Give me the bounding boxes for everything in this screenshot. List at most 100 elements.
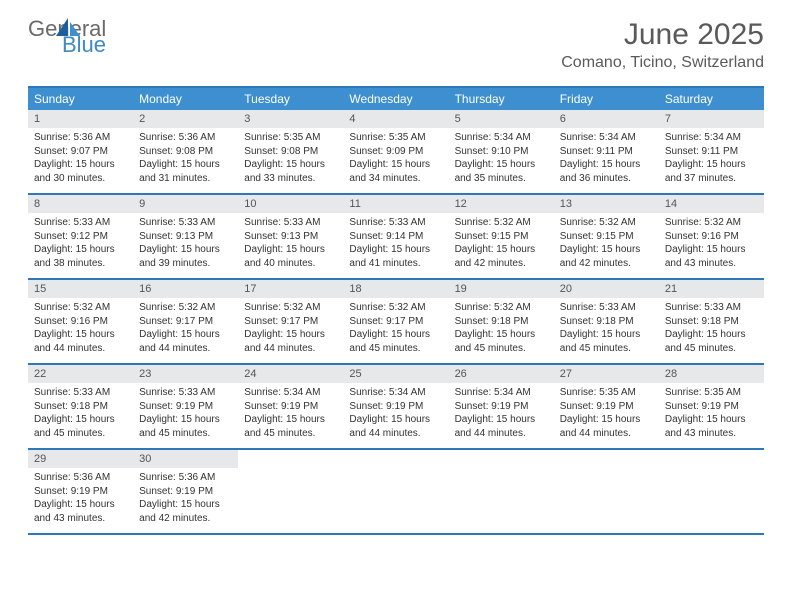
sunset-line: Sunset: 9:17 PM — [349, 315, 442, 329]
day-body: Sunrise: 5:36 AMSunset: 9:19 PMDaylight:… — [28, 468, 133, 533]
day-cell: 21Sunrise: 5:33 AMSunset: 9:18 PMDayligh… — [659, 280, 764, 363]
day-body — [554, 456, 659, 514]
sunrise-line: Sunrise: 5:34 AM — [455, 131, 548, 145]
daylight-line: Daylight: 15 hours and 45 minutes. — [455, 328, 548, 355]
daylight-line: Daylight: 15 hours and 30 minutes. — [34, 158, 127, 185]
day-body: Sunrise: 5:34 AMSunset: 9:10 PMDaylight:… — [449, 128, 554, 193]
sunrise-line: Sunrise: 5:32 AM — [455, 216, 548, 230]
day-cell: 6Sunrise: 5:34 AMSunset: 9:11 PMDaylight… — [554, 110, 659, 193]
dow-header: Wednesday — [343, 88, 448, 110]
dow-header: Tuesday — [238, 88, 343, 110]
logo: General Blue — [28, 18, 82, 56]
daylight-line: Daylight: 15 hours and 41 minutes. — [349, 243, 442, 270]
sunset-line: Sunset: 9:14 PM — [349, 230, 442, 244]
dow-header: Friday — [554, 88, 659, 110]
daylight-line: Daylight: 15 hours and 44 minutes. — [455, 413, 548, 440]
sunset-line: Sunset: 9:18 PM — [560, 315, 653, 329]
day-number: 4 — [343, 110, 448, 128]
day-body: Sunrise: 5:32 AMSunset: 9:17 PMDaylight:… — [238, 298, 343, 363]
sunset-line: Sunset: 9:09 PM — [349, 145, 442, 159]
header: General Blue June 2025 Comano, Ticino, S… — [0, 0, 792, 76]
day-body: Sunrise: 5:33 AMSunset: 9:18 PMDaylight:… — [659, 298, 764, 363]
day-cell — [659, 450, 764, 533]
day-cell: 13Sunrise: 5:32 AMSunset: 9:15 PMDayligh… — [554, 195, 659, 278]
day-cell: 7Sunrise: 5:34 AMSunset: 9:11 PMDaylight… — [659, 110, 764, 193]
sunset-line: Sunset: 9:10 PM — [455, 145, 548, 159]
daylight-line: Daylight: 15 hours and 40 minutes. — [244, 243, 337, 270]
day-number: 17 — [238, 280, 343, 298]
sunrise-line: Sunrise: 5:32 AM — [455, 301, 548, 315]
day-body: Sunrise: 5:33 AMSunset: 9:13 PMDaylight:… — [133, 213, 238, 278]
day-body: Sunrise: 5:32 AMSunset: 9:18 PMDaylight:… — [449, 298, 554, 363]
sunset-line: Sunset: 9:18 PM — [665, 315, 758, 329]
day-cell: 22Sunrise: 5:33 AMSunset: 9:18 PMDayligh… — [28, 365, 133, 448]
day-number: 6 — [554, 110, 659, 128]
day-body: Sunrise: 5:33 AMSunset: 9:12 PMDaylight:… — [28, 213, 133, 278]
daylight-line: Daylight: 15 hours and 42 minutes. — [560, 243, 653, 270]
day-body: Sunrise: 5:35 AMSunset: 9:08 PMDaylight:… — [238, 128, 343, 193]
sunset-line: Sunset: 9:19 PM — [244, 400, 337, 414]
daylight-line: Daylight: 15 hours and 43 minutes. — [34, 498, 127, 525]
title-block: June 2025 Comano, Ticino, Switzerland — [561, 18, 764, 72]
day-cell: 2Sunrise: 5:36 AMSunset: 9:08 PMDaylight… — [133, 110, 238, 193]
day-number: 5 — [449, 110, 554, 128]
daylight-line: Daylight: 15 hours and 31 minutes. — [139, 158, 232, 185]
day-cell: 14Sunrise: 5:32 AMSunset: 9:16 PMDayligh… — [659, 195, 764, 278]
day-number: 16 — [133, 280, 238, 298]
daylight-line: Daylight: 15 hours and 42 minutes. — [139, 498, 232, 525]
day-cell — [449, 450, 554, 533]
sunrise-line: Sunrise: 5:34 AM — [244, 386, 337, 400]
day-number: 12 — [449, 195, 554, 213]
sunrise-line: Sunrise: 5:36 AM — [139, 471, 232, 485]
day-number: 9 — [133, 195, 238, 213]
sunrise-line: Sunrise: 5:32 AM — [560, 216, 653, 230]
sunset-line: Sunset: 9:18 PM — [34, 400, 127, 414]
daylight-line: Daylight: 15 hours and 45 minutes. — [665, 328, 758, 355]
day-cell — [554, 450, 659, 533]
sunrise-line: Sunrise: 5:35 AM — [560, 386, 653, 400]
day-body — [343, 456, 448, 514]
daylight-line: Daylight: 15 hours and 39 minutes. — [139, 243, 232, 270]
daylight-line: Daylight: 15 hours and 44 minutes. — [349, 413, 442, 440]
dow-header: Saturday — [659, 88, 764, 110]
day-number: 23 — [133, 365, 238, 383]
day-cell: 12Sunrise: 5:32 AMSunset: 9:15 PMDayligh… — [449, 195, 554, 278]
day-cell: 3Sunrise: 5:35 AMSunset: 9:08 PMDaylight… — [238, 110, 343, 193]
day-cell: 1Sunrise: 5:36 AMSunset: 9:07 PMDaylight… — [28, 110, 133, 193]
sunrise-line: Sunrise: 5:34 AM — [560, 131, 653, 145]
day-cell: 29Sunrise: 5:36 AMSunset: 9:19 PMDayligh… — [28, 450, 133, 533]
sunset-line: Sunset: 9:19 PM — [560, 400, 653, 414]
week-row: 22Sunrise: 5:33 AMSunset: 9:18 PMDayligh… — [28, 365, 764, 450]
day-body: Sunrise: 5:36 AMSunset: 9:08 PMDaylight:… — [133, 128, 238, 193]
calendar: SundayMondayTuesdayWednesdayThursdayFrid… — [28, 86, 764, 535]
daylight-line: Daylight: 15 hours and 42 minutes. — [455, 243, 548, 270]
day-body: Sunrise: 5:33 AMSunset: 9:13 PMDaylight:… — [238, 213, 343, 278]
sunrise-line: Sunrise: 5:32 AM — [244, 301, 337, 315]
sunset-line: Sunset: 9:19 PM — [34, 485, 127, 499]
sunrise-line: Sunrise: 5:33 AM — [244, 216, 337, 230]
day-cell: 5Sunrise: 5:34 AMSunset: 9:10 PMDaylight… — [449, 110, 554, 193]
sunrise-line: Sunrise: 5:33 AM — [665, 301, 758, 315]
day-body: Sunrise: 5:32 AMSunset: 9:15 PMDaylight:… — [554, 213, 659, 278]
dow-header: Monday — [133, 88, 238, 110]
sunset-line: Sunset: 9:12 PM — [34, 230, 127, 244]
day-number: 7 — [659, 110, 764, 128]
sunset-line: Sunset: 9:08 PM — [244, 145, 337, 159]
sunrise-line: Sunrise: 5:36 AM — [34, 131, 127, 145]
day-cell: 16Sunrise: 5:32 AMSunset: 9:17 PMDayligh… — [133, 280, 238, 363]
week-row: 1Sunrise: 5:36 AMSunset: 9:07 PMDaylight… — [28, 110, 764, 195]
day-cell: 4Sunrise: 5:35 AMSunset: 9:09 PMDaylight… — [343, 110, 448, 193]
day-cell: 17Sunrise: 5:32 AMSunset: 9:17 PMDayligh… — [238, 280, 343, 363]
daylight-line: Daylight: 15 hours and 37 minutes. — [665, 158, 758, 185]
day-body — [659, 456, 764, 514]
day-cell — [343, 450, 448, 533]
day-body: Sunrise: 5:32 AMSunset: 9:17 PMDaylight:… — [343, 298, 448, 363]
day-number: 22 — [28, 365, 133, 383]
sunrise-line: Sunrise: 5:33 AM — [34, 216, 127, 230]
day-number: 1 — [28, 110, 133, 128]
day-body: Sunrise: 5:34 AMSunset: 9:19 PMDaylight:… — [449, 383, 554, 448]
sunset-line: Sunset: 9:13 PM — [244, 230, 337, 244]
day-number: 28 — [659, 365, 764, 383]
day-number: 20 — [554, 280, 659, 298]
sunrise-line: Sunrise: 5:36 AM — [139, 131, 232, 145]
